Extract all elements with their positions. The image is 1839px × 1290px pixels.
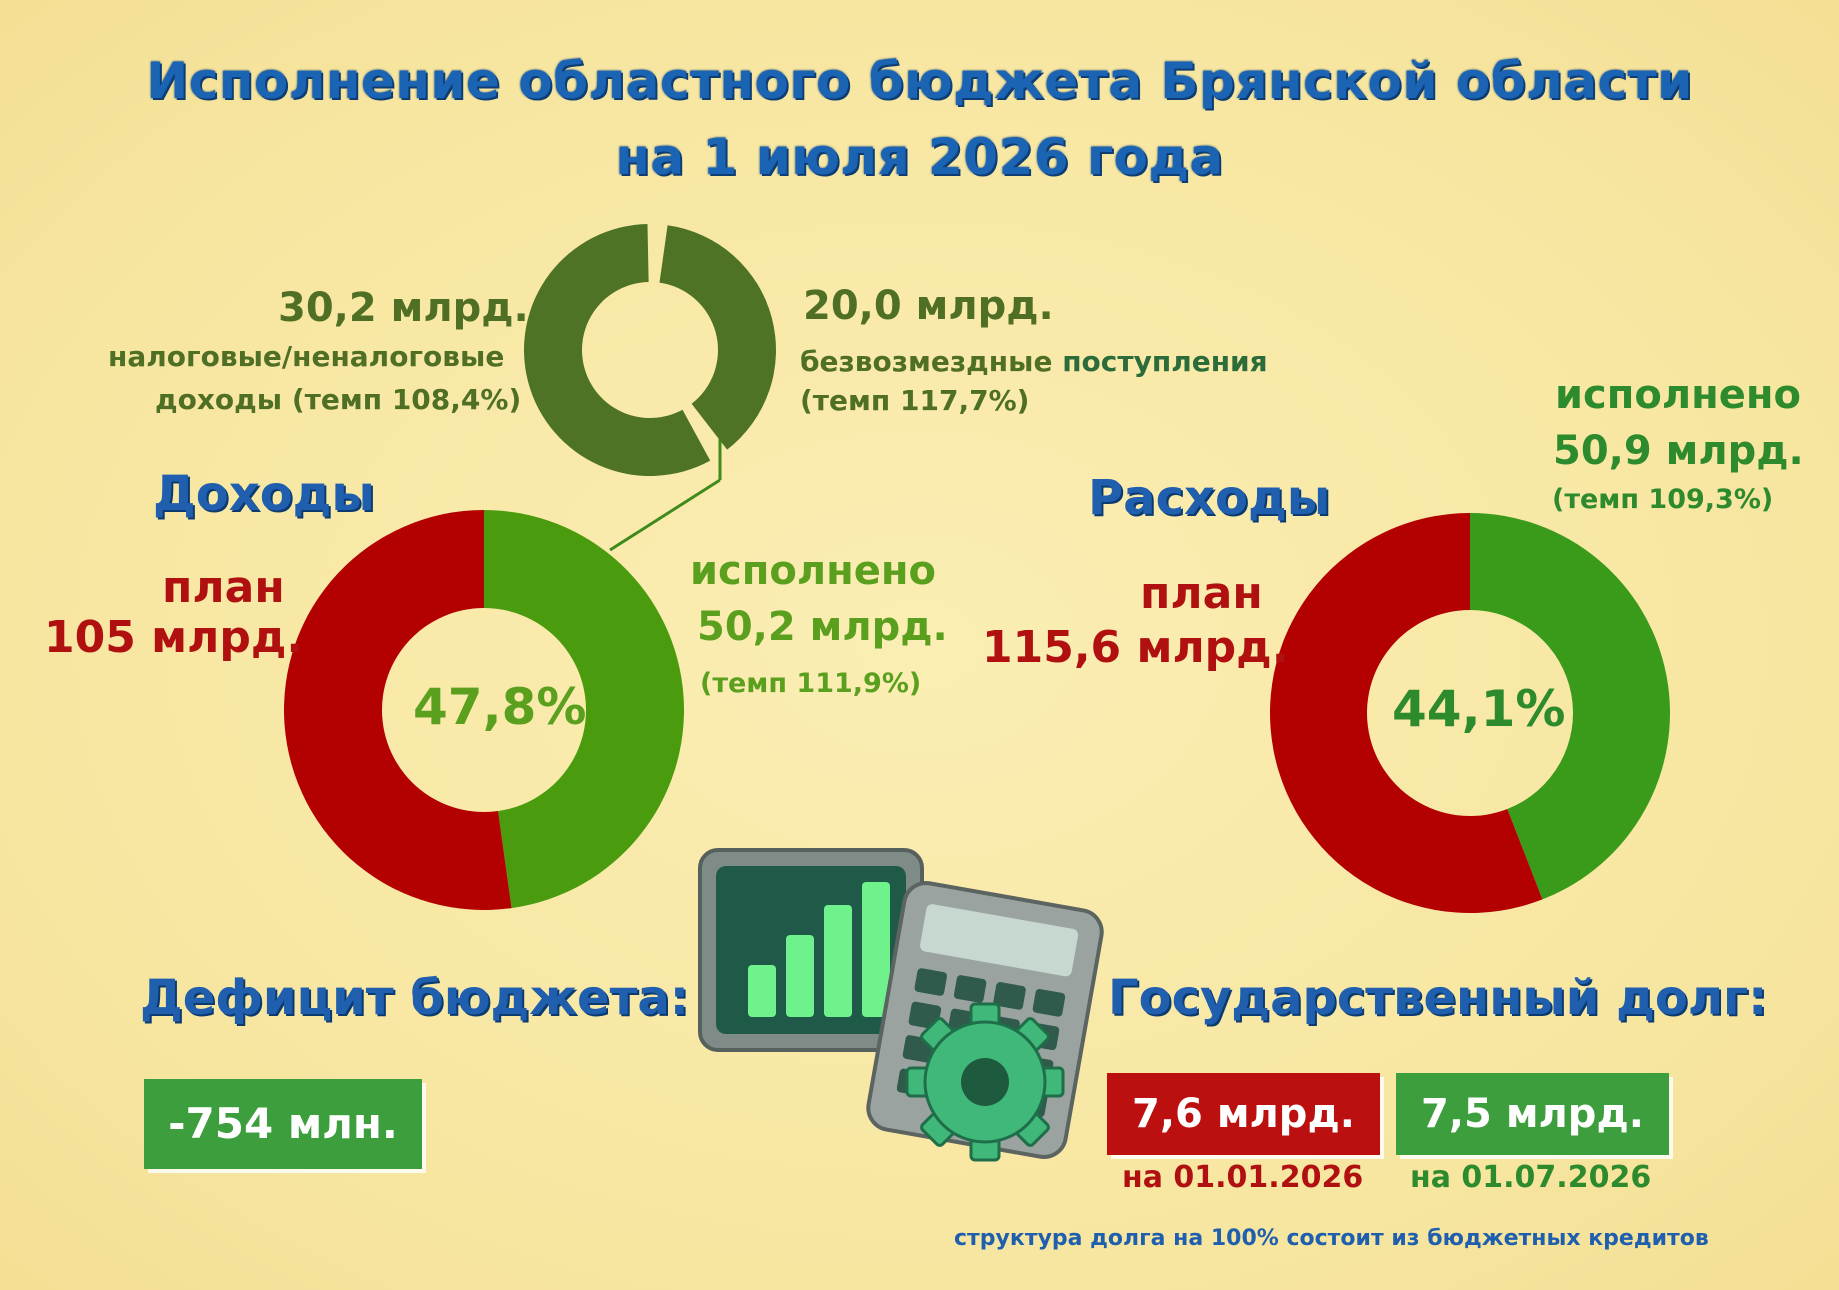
bar-icon [862,882,890,1017]
page-subtitle: на 1 июля 2026 года [615,128,1224,186]
debt-start-date: на 01.01.2026 [1122,1160,1364,1195]
grants-amount: 20,0 млрд. [803,283,1054,329]
page-title: Исполнение областного бюджета Брянской о… [146,52,1693,110]
income-done-label: исполнено [690,548,937,594]
tax-slice [524,224,711,476]
bar-icon [824,905,852,1017]
income-center-percent: 47,8% [413,678,587,736]
income-done-slice [484,510,685,909]
income-done-rate: (темп 111,9%) [700,668,922,699]
grants-slice [659,225,777,450]
debt-end-value: 7,5 млрд. [1396,1073,1669,1155]
expense-center-percent: 44,1% [1392,680,1566,738]
connector-line [609,478,721,552]
debt-end-date: на 01.07.2026 [1410,1160,1652,1195]
expense-done-value: 50,9 млрд. [1553,428,1804,474]
grants-label-line1: безвозмездные поступления [800,345,1268,378]
debt-heading: Государственный долг: [1108,970,1768,1026]
tax-label-line2: доходы (темп 108,4%) [155,383,522,416]
expense-heading: Расходы [1088,470,1331,526]
income-plan-slice [284,510,512,910]
income-donut [284,510,685,910]
bar-icon [786,935,814,1017]
gear-icon [905,1002,1065,1162]
debt-note: структура долга на 100% состоит из бюдже… [954,1226,1709,1251]
deficit-value: -754 млн. [144,1079,422,1169]
expense-done-rate: (темп 109,3%) [1552,484,1774,515]
expense-plan-slice [1269,513,1543,913]
structure-donut [524,224,777,476]
tax-label-line1: налоговые/неналоговые [108,340,505,373]
income-plan-label: план [162,562,285,613]
income-done-value: 50,2 млрд. [697,604,948,650]
expense-done-slice [1470,513,1671,900]
expense-donut [1269,513,1671,913]
expense-done-label: исполнено [1555,372,1802,418]
deficit-heading: Дефицит бюджета: [140,970,689,1026]
income-heading: Доходы [153,466,375,522]
debt-start-value: 7,6 млрд. [1107,1073,1380,1155]
income-plan-value: 105 млрд. [44,612,304,663]
bar-icon [748,965,776,1017]
tax-amount: 30,2 млрд. [278,285,529,331]
calculator-illustration [698,848,1104,1162]
expense-plan-label: план [1140,568,1263,619]
grants-label-line2: (темп 117,7%) [800,384,1030,417]
expense-plan-value: 115,6 млрд. [982,622,1289,673]
